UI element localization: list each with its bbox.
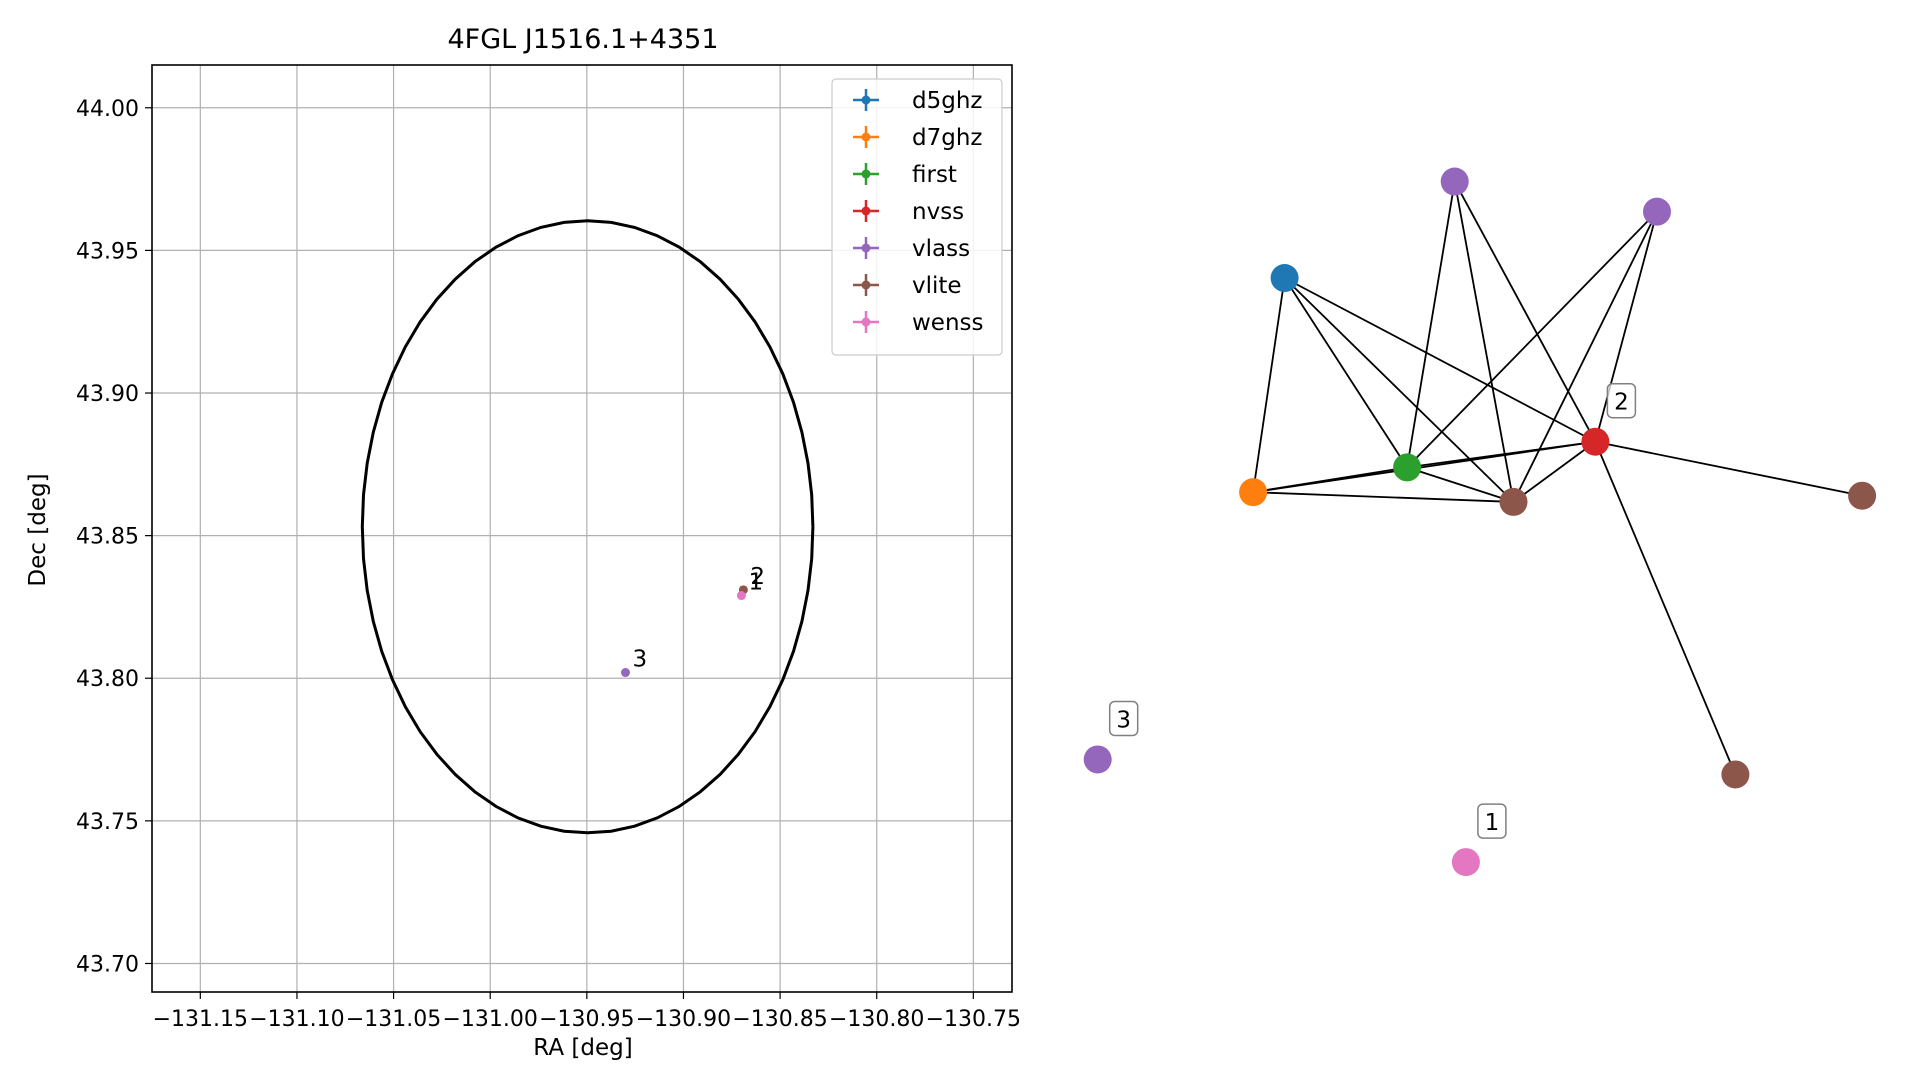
uncertainty-ellipse-group (360, 219, 815, 835)
graph-edge (1595, 440, 1863, 497)
legend-marker-dot (861, 206, 871, 216)
legend-label: nvss (912, 199, 964, 225)
graph-node (1499, 487, 1528, 516)
point-annotation: 2 (750, 564, 765, 590)
node-label: 3 (1116, 707, 1131, 733)
legend-marker-dot (861, 132, 871, 142)
graph-edge (1283, 277, 1408, 468)
legend-marker-dot (861, 243, 871, 253)
legend-label: d5ghz (912, 88, 982, 114)
network-graph: 2 3 1 (1083, 167, 1877, 877)
graph-node (1239, 478, 1268, 507)
graph-node (1270, 264, 1299, 293)
node-label-box (1477, 803, 1507, 839)
scatter-chart: 321 −131.15 −131.10 −131.05 −131.00 −130.95−… (25, 24, 1021, 1061)
graph-edge (1453, 181, 1597, 443)
point-annotation: 3 (632, 647, 647, 673)
y-tick-label: 43.95 (76, 239, 139, 264)
node-label: 1 (1485, 810, 1500, 836)
graph-edges (1252, 181, 1863, 775)
y-tick-label: 43.80 (76, 667, 139, 692)
graph-edge (1453, 181, 1515, 503)
node-label: 2 (1614, 390, 1629, 416)
grid-lines (152, 65, 1012, 992)
graph-node (1440, 167, 1469, 196)
x-axis-ticks: −131.15 −131.10 −131.05 −131.00 −130.95 −130.… (153, 992, 1021, 1032)
y-axis-ticks: 43.70 43.75 43.80 43.85 43.90 43.95 44.00 (76, 97, 152, 977)
graph-edge (1512, 441, 1596, 503)
legend-label: vlite (912, 273, 962, 299)
y-tick-label: 44.00 (76, 97, 139, 122)
y-tick-label: 43.75 (76, 810, 139, 835)
legend-label: vlass (912, 236, 970, 262)
graph-edge (1594, 441, 1737, 775)
graph-node (1581, 427, 1610, 456)
legend-marker-dot (861, 95, 871, 105)
y-tick-label: 43.70 (76, 952, 139, 977)
graph-node (1721, 760, 1750, 789)
point-annotation: 1 (748, 570, 763, 596)
graph-node-labels: 2 3 1 (1108, 382, 1637, 839)
graph-edge (1406, 440, 1596, 469)
graph-edge (1594, 211, 1658, 442)
graph-node (1848, 481, 1877, 510)
graph-edge (1283, 277, 1515, 503)
graph-edge (1512, 211, 1658, 503)
graph-node (1643, 197, 1671, 226)
uncertainty-ellipse (360, 219, 815, 835)
graph-node (1393, 453, 1422, 482)
legend-label: wenss (912, 310, 984, 336)
node-label-box (1606, 382, 1637, 419)
graph-node (1083, 745, 1112, 774)
graph-edge (1284, 277, 1596, 443)
x-tick-label: −131.00 (442, 1007, 537, 1032)
graph-edge (1252, 277, 1286, 493)
y-tick-label: 43.90 (76, 382, 139, 407)
x-tick-label: −130.80 (829, 1007, 924, 1032)
graph-node (1451, 848, 1480, 877)
x-axis-label: RA [deg] (533, 1035, 632, 1061)
data-point-vlass (620, 668, 630, 678)
graph-edge (1406, 181, 1456, 468)
legend-label: first (912, 162, 957, 188)
y-tick-label: 43.85 (76, 525, 139, 550)
point-annotations: 3 21 (632, 564, 765, 673)
legend-marker-dot (861, 280, 871, 290)
graph-nodes (1083, 167, 1877, 877)
graph-edge (1406, 466, 1514, 503)
graph-edge (1406, 211, 1658, 469)
axes-frame (151, 64, 1013, 993)
x-tick-label: −130.85 (732, 1007, 827, 1032)
legend-marker-dot (861, 169, 871, 179)
x-tick-label: −131.10 (249, 1007, 344, 1032)
x-tick-label: −130.75 (926, 1007, 1021, 1032)
x-tick-label: −131.05 (346, 1007, 441, 1032)
legend-marker-dot (861, 317, 871, 327)
legend-label: d7ghz (912, 125, 982, 151)
node-label-box (1108, 700, 1139, 737)
data-points (620, 585, 748, 678)
data-point-wenss (736, 591, 746, 601)
chart-title: 4FGL J1516.1+4351 (447, 24, 718, 55)
x-tick-label: −130.90 (636, 1007, 731, 1032)
legend: d5ghz d7ghz first nvss vlass vlite wenss (831, 78, 1003, 356)
y-axis-label: Dec [deg] (25, 473, 51, 586)
x-tick-label: −131.15 (153, 1007, 248, 1032)
graph-edge (1253, 491, 1514, 503)
x-tick-label: −130.95 (539, 1007, 634, 1032)
